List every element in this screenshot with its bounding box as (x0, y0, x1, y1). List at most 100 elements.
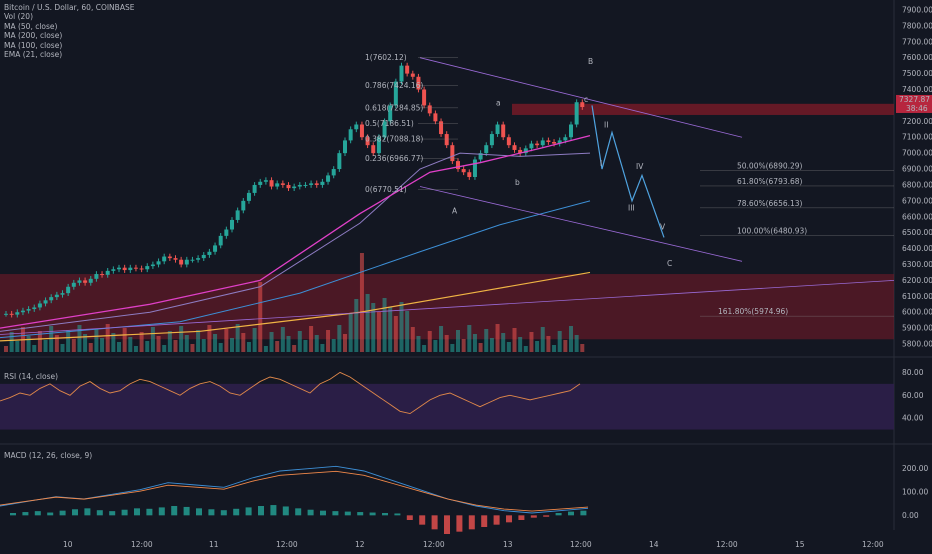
macd-histogram-bar (295, 508, 302, 516)
macd-histogram-bar (84, 508, 91, 516)
macd-histogram-bar (171, 506, 178, 516)
time-tick-label: 12:00 (131, 540, 153, 549)
candle-body (60, 293, 65, 295)
fib-extension-label: 61.80%(6793.68) (737, 177, 803, 186)
candle-body (422, 89, 427, 106)
volume-bar (580, 344, 585, 352)
macd-signal-line (0, 470, 589, 512)
candle-body (461, 169, 466, 173)
volume-bar (145, 341, 150, 352)
macd-histogram-bar (233, 508, 240, 516)
fib-extension-label: 78.60%(6656.13) (737, 199, 803, 208)
last-price-badge (896, 94, 932, 113)
candle-body (540, 140, 545, 146)
candle-body (83, 280, 88, 283)
candle-body (224, 229, 229, 236)
candle-body (230, 219, 234, 230)
candle-body (43, 300, 48, 304)
volume-bar (133, 346, 138, 352)
fib-extension-label: 100.00%(6480.93) (737, 227, 807, 236)
volume-bar (224, 329, 229, 352)
wave-label: IV (636, 162, 644, 171)
candle-body (128, 267, 133, 271)
indicator-ma200: MA (200, close) (4, 31, 63, 41)
macd-histogram-bar (320, 510, 326, 516)
volume-bar (326, 330, 331, 352)
candle-body (94, 274, 99, 279)
macd-line (0, 465, 589, 514)
macd-histogram-bar (555, 513, 562, 516)
candle-body (292, 186, 297, 189)
volume-bar (26, 336, 31, 352)
volume-bar (343, 334, 347, 352)
volume-bar (444, 335, 449, 352)
bar-countdown-label: 38:46 (906, 104, 928, 113)
volume-bar (54, 335, 59, 352)
macd-histogram-bar (431, 515, 438, 530)
volume-bar (348, 313, 353, 352)
fib-level-label: 0.236(6966.77) (365, 154, 423, 163)
volume-bar (540, 327, 545, 352)
volume-bar (433, 340, 438, 352)
candle-body (354, 124, 359, 130)
volume-bar (478, 343, 483, 352)
indicator-ma50: MA (50, close) (4, 21, 58, 31)
volume-bar (416, 336, 421, 352)
macd-histogram-bar (307, 509, 314, 516)
macd-histogram-bar (22, 512, 29, 516)
macd-histogram-bar (506, 515, 512, 523)
volume-bar (275, 341, 280, 352)
candle-body (416, 76, 421, 90)
macd-histogram-bar (357, 512, 364, 516)
candle-body (495, 124, 500, 135)
macd-histogram-bar (456, 515, 463, 532)
volume-bar (122, 328, 127, 352)
price-tick-label: 7000.00 (902, 149, 932, 158)
macd-histogram-bar (543, 515, 550, 517)
price-tick-label: 7600.00 (902, 53, 932, 62)
volume-bar (280, 327, 285, 352)
macd-histogram-bar (580, 510, 587, 516)
price-tick-label: 6100.00 (902, 292, 932, 301)
macd-histogram-bar (394, 513, 401, 516)
macd-histogram-bar (10, 513, 16, 516)
candle-body (54, 294, 59, 298)
indicator-ma100: MA (100, close) (4, 40, 63, 50)
price-tick-label: 5800.00 (902, 340, 932, 349)
candle-body (133, 267, 138, 269)
candle-body (218, 235, 223, 246)
candle-body (506, 137, 511, 146)
volume-bar (410, 327, 415, 352)
candle-body (100, 274, 105, 276)
volume-bar (71, 339, 76, 352)
macd-histogram-bar (332, 511, 339, 516)
resistance-zone (512, 103, 894, 115)
price-tick-label: 6500.00 (902, 228, 932, 237)
candle-body (156, 261, 161, 265)
candle-body (26, 309, 31, 311)
price-tick-label: 6700.00 (902, 196, 932, 205)
volume-bar (167, 331, 172, 352)
price-tick-label: 6900.00 (902, 165, 932, 174)
macd-histogram-bar (220, 510, 227, 516)
macd-histogram-bar (72, 509, 78, 516)
candle-body (179, 259, 184, 265)
candle-body (563, 137, 568, 141)
candle-body (337, 153, 342, 170)
candle-body (77, 280, 82, 283)
volume-bar (422, 345, 427, 352)
volume-bar (405, 311, 410, 352)
wave-label: c (584, 95, 588, 104)
candle-body (196, 258, 201, 260)
volume-bar (94, 329, 99, 352)
volume-bar (43, 340, 48, 352)
ma200-line (0, 271, 591, 342)
candle-body (117, 267, 121, 270)
candle-body (484, 145, 489, 154)
indicator-vol: Vol (20) (4, 12, 34, 22)
volume-bar (303, 340, 308, 352)
volume-bar (196, 330, 201, 352)
time-tick-label: 14 (649, 540, 659, 549)
